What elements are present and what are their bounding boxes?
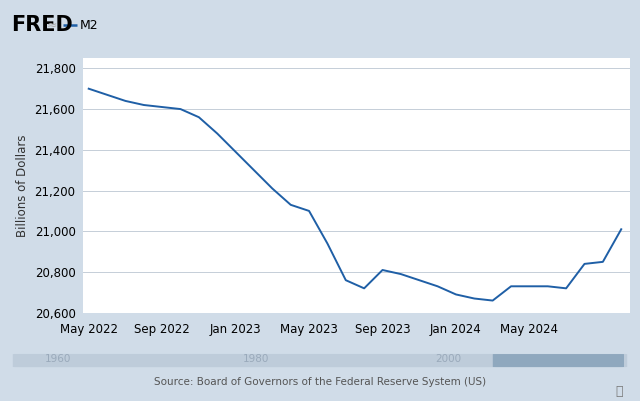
FancyBboxPatch shape xyxy=(13,354,627,367)
Text: Source: Board of Governors of the Federal Reserve System (US): Source: Board of Governors of the Federa… xyxy=(154,377,486,387)
FancyBboxPatch shape xyxy=(493,354,624,367)
Text: 1960: 1960 xyxy=(45,354,71,365)
Text: ≈: ≈ xyxy=(47,18,57,32)
Text: 2000: 2000 xyxy=(435,354,461,365)
Text: 1980: 1980 xyxy=(243,354,269,365)
Text: ⛶: ⛶ xyxy=(616,385,623,398)
Text: FRED: FRED xyxy=(12,15,73,35)
Y-axis label: Billions of Dollars: Billions of Dollars xyxy=(16,134,29,237)
Text: M2: M2 xyxy=(80,18,99,32)
